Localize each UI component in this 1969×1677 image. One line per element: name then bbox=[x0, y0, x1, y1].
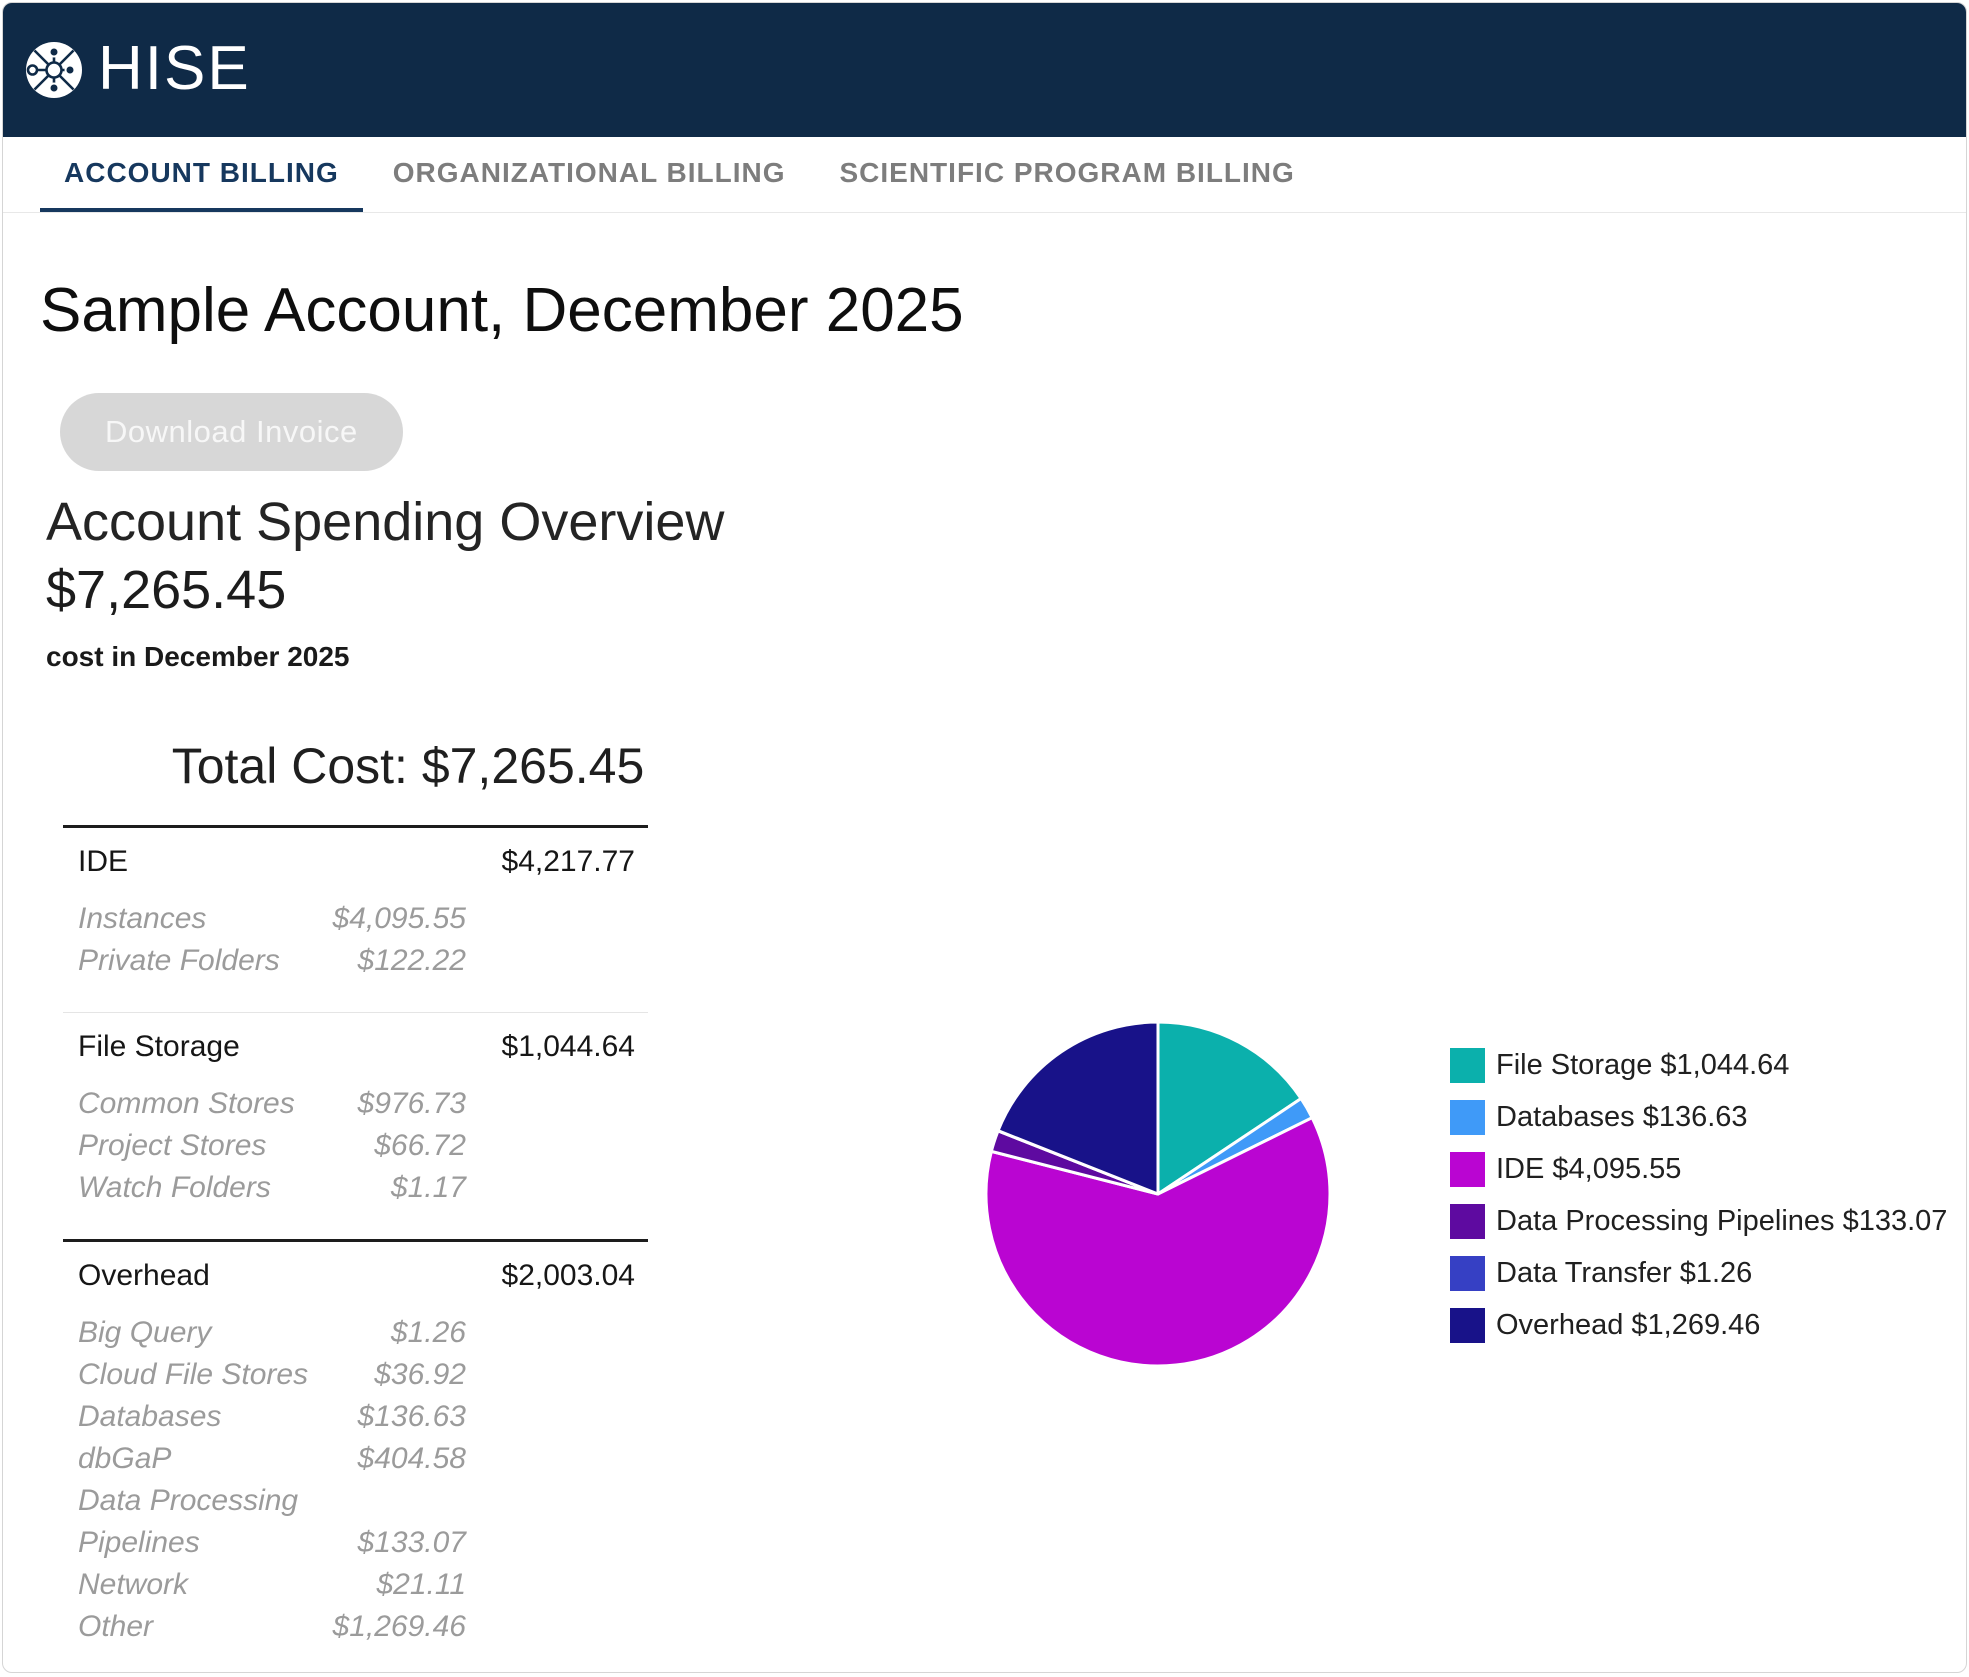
cost-line-item-label: Data Processing Pipelines bbox=[78, 1484, 299, 1559]
tab-organizational-billing[interactable]: ORGANIZATIONAL BILLING bbox=[369, 137, 810, 212]
cost-line-item: dbGaP $404.58 bbox=[63, 1438, 648, 1480]
cost-line-item-value: $1.26 bbox=[390, 1316, 466, 1349]
legend-swatch bbox=[1450, 1256, 1485, 1291]
cost-line-item: Network $21.11 bbox=[63, 1564, 648, 1606]
cost-line-item-label: Common Stores bbox=[78, 1087, 295, 1120]
cost-section-header: File Storage $1,044.64 bbox=[63, 1013, 648, 1083]
cost-line-item-value: $133.07 bbox=[357, 1526, 466, 1559]
cost-line-item: Big Query $1.26 bbox=[63, 1312, 648, 1354]
page-title: Sample Account, December 2025 bbox=[40, 276, 964, 345]
cost-table-sections: IDE $4,217.77 Instances $4,095.55 Privat… bbox=[63, 825, 648, 1672]
cost-section-total: $4,217.77 bbox=[501, 845, 635, 878]
legend-swatch bbox=[1450, 1048, 1485, 1083]
cost-section-name: File Storage bbox=[78, 1030, 240, 1063]
cost-section: File Storage $1,044.64 Common Stores $97… bbox=[63, 1012, 648, 1239]
legend-label: Data Transfer $1.26 bbox=[1496, 1257, 1753, 1289]
cost-line-item: Instances $4,095.55 bbox=[63, 898, 648, 940]
cost-section-header: Overhead $2,003.04 bbox=[63, 1242, 648, 1312]
download-invoice-button[interactable]: Download Invoice bbox=[60, 393, 403, 471]
cost-line-item-label: Big Query bbox=[78, 1316, 212, 1349]
tab-scientific-program-billing[interactable]: SCIENTIFIC PROGRAM BILLING bbox=[815, 137, 1318, 212]
cost-section-total: $1,044.64 bbox=[501, 1030, 635, 1063]
cost-line-item: Project Stores $66.72 bbox=[63, 1125, 648, 1167]
cost-line-item-label: Watch Folders bbox=[78, 1171, 271, 1204]
overview-caption: cost in December 2025 bbox=[46, 641, 350, 672]
legend-label: File Storage $1,044.64 bbox=[1496, 1049, 1790, 1081]
legend-swatch bbox=[1450, 1308, 1485, 1343]
legend-entry: Overhead $1,269.46 bbox=[1450, 1308, 1947, 1343]
cost-line-item-label: Project Stores bbox=[78, 1129, 267, 1162]
cost-line-item-label: Cloud File Stores bbox=[78, 1358, 309, 1391]
cost-line-item: Cloud File Stores $36.92 bbox=[63, 1354, 648, 1396]
overview-heading: Account Spending Overview bbox=[46, 492, 725, 552]
legend-label: IDE $4,095.55 bbox=[1496, 1153, 1682, 1185]
cost-line-item-label: Databases bbox=[78, 1400, 222, 1433]
cost-line-item: Private Folders $122.22 bbox=[63, 940, 648, 982]
cost-line-item-label: Private Folders bbox=[78, 944, 280, 977]
legend-label: Data Processing Pipelines $133.07 bbox=[1496, 1205, 1948, 1237]
legend-label: Databases $136.63 bbox=[1496, 1101, 1748, 1133]
cost-line-item-label: Network bbox=[78, 1568, 189, 1601]
legend-entry: File Storage $1,044.64 bbox=[1450, 1048, 1947, 1083]
cost-section: Overhead $2,003.04 Big Query $1.26 Cloud… bbox=[63, 1239, 648, 1672]
cost-section-header: IDE $4,217.77 bbox=[63, 828, 648, 898]
chart-legend: File Storage $1,044.64 Databases $136.63… bbox=[1450, 1018, 1947, 1360]
cost-line-item-value: $404.58 bbox=[357, 1442, 466, 1475]
cost-line-item-value: $4,095.55 bbox=[332, 902, 466, 935]
brand-name: HISE bbox=[98, 33, 251, 103]
cost-section: IDE $4,217.77 Instances $4,095.55 Privat… bbox=[63, 825, 648, 1012]
cost-line-item-label: dbGaP bbox=[78, 1442, 172, 1475]
pie-slice-overhead bbox=[996, 1020, 1160, 1196]
legend-swatch bbox=[1450, 1204, 1485, 1239]
legend-entry: Databases $136.63 bbox=[1450, 1100, 1947, 1135]
overview-total: $7,265.45 bbox=[46, 560, 287, 620]
pie-slice-ide bbox=[984, 1116, 1332, 1368]
tab-bar: ACCOUNT BILLING ORGANIZATIONAL BILLING SCI… bbox=[3, 137, 1966, 213]
app-header: HISE bbox=[3, 3, 1966, 137]
legend-swatch bbox=[1450, 1100, 1485, 1135]
cost-section-total: $2,003.04 bbox=[501, 1259, 635, 1292]
legend-entry: Data Processing Pipelines $133.07 bbox=[1450, 1204, 1947, 1239]
spending-chart-area: File Storage $1,044.64 Databases $136.63… bbox=[982, 1018, 1947, 1370]
cost-section-name: Overhead bbox=[78, 1259, 210, 1292]
hise-logo-icon bbox=[26, 42, 82, 98]
cost-line-item-value: $36.92 bbox=[374, 1358, 466, 1391]
main-content: Sample Account, December 2025 Download I… bbox=[3, 275, 1966, 1672]
pie-slice-file-storage bbox=[1156, 1020, 1303, 1196]
cost-line-item-value: $1,269.46 bbox=[332, 1610, 466, 1643]
cost-line-item-value: $21.11 bbox=[376, 1568, 466, 1601]
legend-entry: IDE $4,095.55 bbox=[1450, 1152, 1947, 1187]
cost-line-item: Watch Folders $1.17 bbox=[63, 1167, 648, 1209]
legend-entry: Data Transfer $1.26 bbox=[1450, 1256, 1947, 1291]
cost-line-item-value: $976.73 bbox=[357, 1087, 466, 1120]
cost-section-name: IDE bbox=[78, 845, 129, 878]
cost-line-item-value: $1.17 bbox=[390, 1171, 466, 1204]
legend-swatch bbox=[1450, 1152, 1485, 1187]
cost-table: Total Cost: $7,265.45 IDE $4,217.77 Inst… bbox=[63, 737, 648, 1672]
tab-account-billing[interactable]: ACCOUNT BILLING bbox=[40, 137, 363, 212]
cost-line-item-label: Instances bbox=[78, 902, 207, 935]
cost-line-item-value: $122.22 bbox=[357, 944, 466, 977]
cost-table-title: Total Cost: $7,265.45 bbox=[171, 738, 645, 794]
cost-line-item-label: Other bbox=[78, 1610, 154, 1643]
cost-line-item: Databases $136.63 bbox=[63, 1396, 648, 1438]
cost-line-item-value: $136.63 bbox=[357, 1400, 466, 1433]
cost-line-item: Data Processing Pipelines $133.07 bbox=[63, 1480, 648, 1564]
cost-line-item: Other $1,269.46 bbox=[63, 1606, 648, 1648]
cost-line-item-value: $66.72 bbox=[374, 1129, 466, 1162]
spending-pie-chart bbox=[984, 1020, 1332, 1368]
legend-label: Overhead $1,269.46 bbox=[1496, 1309, 1761, 1341]
cost-line-item: Common Stores $976.73 bbox=[63, 1083, 648, 1125]
